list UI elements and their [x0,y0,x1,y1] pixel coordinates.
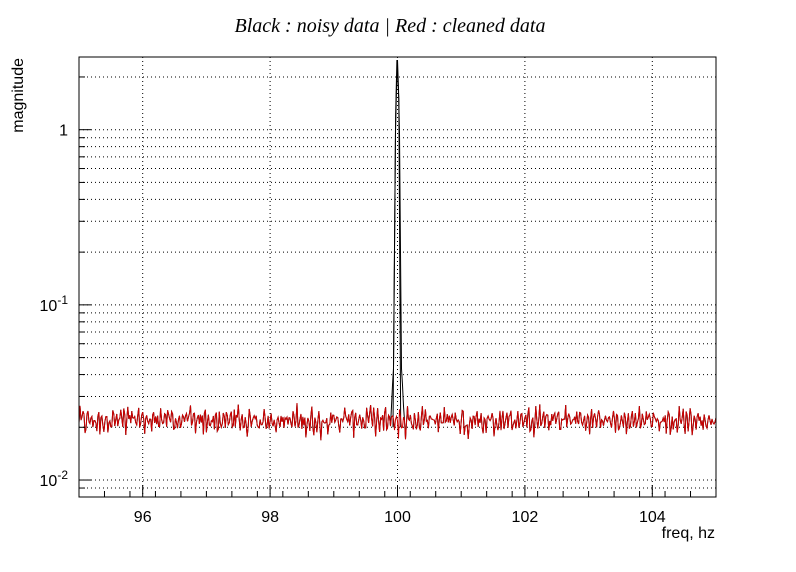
grid [79,57,716,498]
ticks [78,76,717,498]
x-tick-label: 96 [134,509,152,526]
series-red-line [78,402,717,441]
y-tick-label: 10-1 [40,293,69,315]
tick-labels: 96 98 100 102 104 10-2 10-1 1 [40,123,666,526]
x-axis-label: freq, hz [662,525,715,542]
y-tick-label: 10-2 [40,468,69,490]
x-tick-label: 100 [384,509,411,526]
x-tick-label: 102 [512,509,539,526]
chart-title: Black : noisy data | Red : cleaned data [235,15,546,37]
y-tick-label: 1 [59,123,68,140]
y-axis-label: magnitude [10,58,27,133]
x-tick-label: 104 [639,509,666,526]
x-tick-label: 98 [261,509,279,526]
series-layer [78,59,717,441]
